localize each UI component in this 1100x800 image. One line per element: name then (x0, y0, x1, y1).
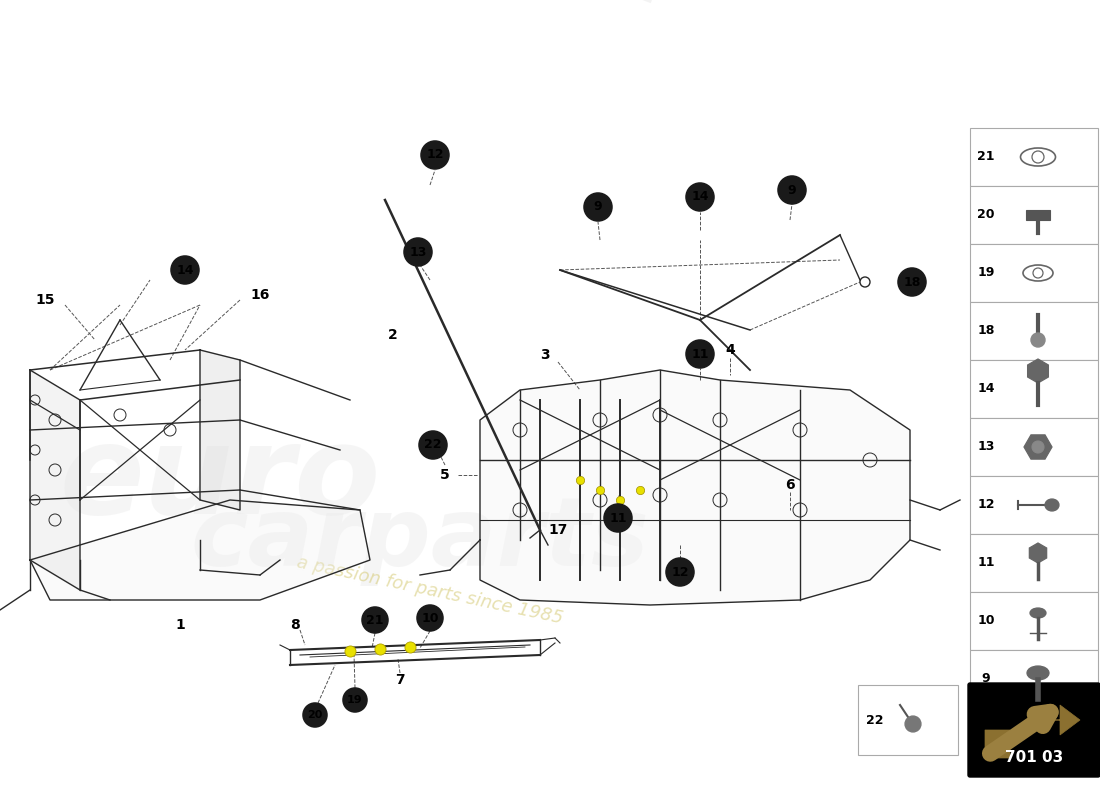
Circle shape (417, 605, 443, 631)
Polygon shape (200, 350, 240, 510)
Polygon shape (984, 705, 1080, 758)
Text: 11: 11 (977, 557, 994, 570)
Polygon shape (30, 500, 370, 600)
Text: 4: 4 (725, 343, 735, 357)
Polygon shape (1027, 359, 1048, 383)
Polygon shape (30, 370, 80, 590)
Text: 10: 10 (977, 614, 994, 627)
Circle shape (404, 238, 432, 266)
Text: 12: 12 (977, 498, 994, 511)
Text: 15: 15 (35, 293, 55, 307)
Text: 20: 20 (307, 710, 322, 720)
Circle shape (362, 607, 388, 633)
Text: 9: 9 (981, 673, 990, 686)
Circle shape (1031, 333, 1045, 347)
Text: 14: 14 (176, 263, 194, 277)
Text: 2: 2 (388, 328, 398, 342)
Text: 3: 3 (540, 348, 550, 362)
Text: 11: 11 (691, 347, 708, 361)
Text: 1: 1 (175, 618, 185, 632)
Text: 16: 16 (251, 288, 270, 302)
Circle shape (343, 688, 367, 712)
Text: carparts: carparts (190, 494, 649, 586)
Bar (970, 244, 1098, 302)
Ellipse shape (1027, 666, 1049, 680)
Circle shape (302, 703, 327, 727)
Text: 9: 9 (788, 183, 796, 197)
Circle shape (778, 176, 806, 204)
Text: a passion for parts since 1985: a passion for parts since 1985 (295, 553, 564, 627)
Circle shape (1032, 441, 1044, 453)
Circle shape (686, 183, 714, 211)
Circle shape (898, 268, 926, 296)
Text: 22: 22 (867, 714, 883, 726)
Polygon shape (480, 370, 910, 605)
Circle shape (419, 431, 447, 459)
Text: euro: euro (59, 419, 381, 541)
Bar (970, 650, 1098, 708)
Text: 9: 9 (594, 201, 603, 214)
Text: 19: 19 (348, 695, 363, 705)
Text: 21: 21 (977, 150, 994, 163)
Polygon shape (1024, 435, 1052, 459)
Text: 11: 11 (609, 511, 627, 525)
Bar (858, 685, 958, 755)
Text: 14: 14 (691, 190, 708, 203)
Text: 19: 19 (977, 266, 994, 279)
Text: 20: 20 (977, 209, 994, 222)
Circle shape (584, 193, 612, 221)
Ellipse shape (1030, 608, 1046, 618)
Circle shape (170, 256, 199, 284)
Circle shape (905, 716, 921, 732)
Bar (970, 186, 1098, 244)
Text: 6: 6 (785, 478, 795, 492)
Text: 17: 17 (548, 523, 568, 537)
Circle shape (686, 340, 714, 368)
Text: 12: 12 (427, 149, 443, 162)
Text: 10: 10 (421, 611, 439, 625)
Polygon shape (1030, 543, 1047, 563)
Bar (970, 360, 1098, 418)
Text: 21: 21 (366, 614, 384, 626)
FancyBboxPatch shape (968, 683, 1100, 777)
Bar (970, 302, 1098, 360)
Text: 7: 7 (395, 673, 405, 687)
Circle shape (666, 558, 694, 586)
Bar (970, 128, 1098, 186)
Bar (970, 534, 1098, 592)
Text: 22: 22 (425, 438, 442, 451)
Text: 12: 12 (671, 566, 689, 578)
Bar (1026, 210, 1050, 220)
Text: 13: 13 (977, 441, 994, 454)
Text: 5: 5 (440, 468, 450, 482)
Bar (970, 418, 1098, 476)
Circle shape (421, 141, 449, 169)
Ellipse shape (1045, 499, 1059, 511)
Circle shape (604, 504, 632, 532)
Text: 13: 13 (409, 246, 427, 258)
Text: 18: 18 (977, 325, 994, 338)
Text: 701 03: 701 03 (1005, 750, 1063, 766)
Text: 8: 8 (290, 618, 300, 632)
Text: 18: 18 (903, 275, 921, 289)
Bar (970, 592, 1098, 650)
Bar (970, 476, 1098, 534)
Text: 14: 14 (977, 382, 994, 395)
